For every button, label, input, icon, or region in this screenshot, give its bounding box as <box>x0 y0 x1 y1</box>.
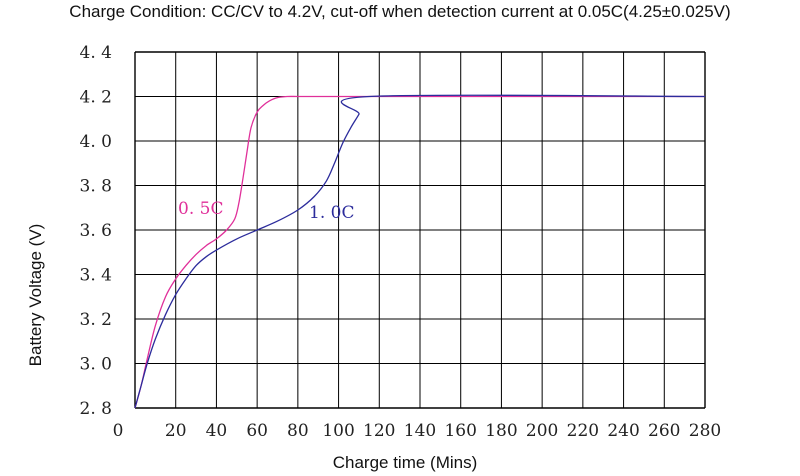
series-label-1-0c: 1. 0C <box>309 203 354 223</box>
y-tick-label: 2. 8 <box>80 399 112 419</box>
y-tick-labels: 2. 8 3. 0 3. 2 3. 4 3. 6 3. 8 4. 0 4. 2 4. 4 <box>80 43 112 419</box>
series-layer <box>134 94 706 409</box>
y-tick-label: 3. 6 <box>80 221 112 241</box>
x-tick-label: 200 <box>526 421 558 441</box>
y-tick-label: 4. 4 <box>80 43 112 63</box>
y-tick-label: 3. 4 <box>80 266 112 286</box>
x-tick-label: 40 <box>206 421 228 441</box>
y-tick-label: 3. 2 <box>80 310 112 330</box>
grid <box>134 51 706 409</box>
x-tick-label: 240 <box>607 421 639 441</box>
x-tick-label: 180 <box>485 421 517 441</box>
series-label-0-5c: 0. 5C <box>178 199 223 219</box>
x-tick-label: 80 <box>287 421 309 441</box>
y-tick-label: 4. 0 <box>80 132 112 152</box>
y-axis-label: Battery Voltage (V) <box>26 224 45 367</box>
x-tick-label: 60 <box>246 421 268 441</box>
x-tick-label: 280 <box>689 421 721 441</box>
chart-title: Charge Condition: CC/CV to 4.2V, cut-off… <box>69 2 731 21</box>
x-tick-label: 220 <box>567 421 599 441</box>
y-tick-label: 3. 0 <box>80 355 112 375</box>
y-tick-label: 4. 2 <box>80 88 112 108</box>
x-tick-label: 20 <box>165 421 187 441</box>
x-axis-label: Charge time (Mins) <box>333 453 478 472</box>
series-line-1-0c <box>134 94 706 409</box>
x-tick-label: 100 <box>322 421 354 441</box>
x-tick-label: 160 <box>444 421 476 441</box>
x-tick-label: 0 <box>113 421 124 441</box>
x-tick-labels: 0 20 40 60 80 100 120 140 160 180 200 220 240 260 280 <box>113 421 722 441</box>
x-tick-label: 120 <box>363 421 395 441</box>
x-tick-label: 140 <box>404 421 436 441</box>
x-tick-label: 260 <box>648 421 680 441</box>
y-tick-label: 3. 8 <box>80 177 112 197</box>
